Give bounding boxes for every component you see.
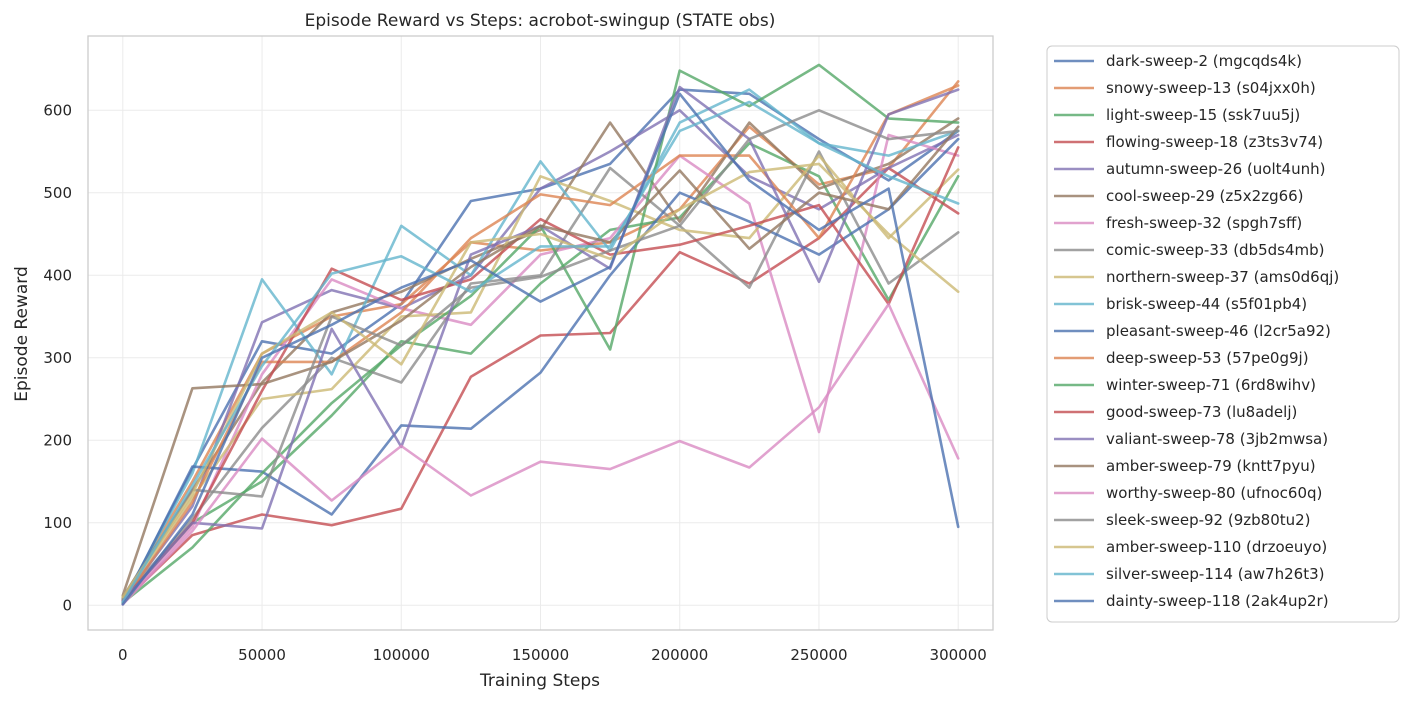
series-line	[121, 146, 960, 602]
legend-label: amber-sweep-79 (kntt7pyu)	[1106, 457, 1316, 475]
series-line	[121, 302, 960, 606]
x-tick-label: 50000	[238, 646, 286, 664]
y-tick-label: 600	[43, 101, 72, 119]
series-line	[121, 84, 960, 604]
y-tick-label: 400	[43, 266, 72, 284]
series-line	[121, 154, 960, 600]
legend: dark-sweep-2 (mgcqds4k) snowy-sweep-13 (s…	[1046, 45, 1400, 623]
y-tick-label: 500	[43, 184, 72, 202]
x-tick-label: 250000	[790, 646, 847, 664]
legend-label: snowy-sweep-13 (s04jxx0h)	[1106, 79, 1316, 97]
legend-label: deep-sweep-53 (57pe0g9j)	[1106, 349, 1309, 367]
legend-items: dark-sweep-2 (mgcqds4k) snowy-sweep-13 (s…	[1054, 52, 1339, 610]
legend-label: brisk-sweep-44 (s5f01pb4)	[1106, 295, 1307, 313]
x-tick-label: 200000	[651, 646, 708, 664]
legend-label: winter-sweep-71 (6rd8wihv)	[1106, 376, 1316, 394]
y-tick-label: 0	[62, 596, 72, 614]
x-tick-label: 300000	[930, 646, 987, 664]
legend-label: dainty-sweep-118 (2ak4up2r)	[1106, 592, 1329, 610]
legend-label: fresh-sweep-32 (spgh7sff)	[1106, 214, 1302, 232]
y-tick-label: 100	[43, 514, 72, 532]
chart-title: Episode Reward vs Steps: acrobot-swingup…	[305, 11, 776, 31]
legend-label: pleasant-sweep-46 (l2cr5a92)	[1106, 322, 1331, 340]
legend-label: flowing-sweep-18 (z3ts3v74)	[1106, 133, 1323, 151]
x-tick-label: 0	[118, 646, 128, 664]
series-line	[121, 109, 960, 600]
legend-label: cool-sweep-29 (z5x2zg66)	[1106, 187, 1304, 205]
series-line	[121, 133, 960, 605]
plot-frame	[87, 35, 994, 631]
legend-label: light-sweep-15 (ssk7uu5j)	[1106, 106, 1300, 124]
series-line	[121, 117, 960, 599]
series-line	[121, 142, 960, 603]
x-tick-label: 100000	[373, 646, 430, 664]
plot-lines	[121, 63, 960, 606]
legend-label: valiant-sweep-78 (3jb2mwsa)	[1106, 430, 1328, 448]
legend-label: comic-sweep-33 (db5ds4mb)	[1106, 241, 1325, 259]
x-axis-ticks: 0 50000 100000 150000 200000 250000 300000	[118, 646, 987, 664]
series-line	[121, 162, 960, 599]
series-line	[121, 92, 960, 606]
series-line	[121, 125, 960, 597]
x-tick-label: 150000	[512, 646, 569, 664]
legend-label: amber-sweep-110 (drzoeuyo)	[1106, 538, 1327, 556]
series-line	[121, 109, 960, 602]
series-line	[121, 150, 960, 601]
legend-label: dark-sweep-2 (mgcqds4k)	[1106, 52, 1302, 70]
x-axis-label: Training Steps	[479, 671, 600, 691]
legend-label: sleek-sweep-92 (9zb80tu2)	[1106, 511, 1311, 529]
legend-label: good-sweep-73 (lu8adelj)	[1106, 403, 1297, 421]
y-axis-label: Episode Reward	[12, 266, 32, 401]
series-line	[121, 100, 960, 604]
legend-label: northern-sweep-37 (ams0d6qj)	[1106, 268, 1339, 286]
legend-box	[1046, 45, 1400, 623]
legend-label: silver-sweep-114 (aw7h26t3)	[1106, 565, 1324, 583]
legend-label: autumn-sweep-26 (uolt4unh)	[1106, 160, 1325, 178]
y-axis-ticks: 0 100 200 300 400 500 600	[43, 101, 72, 614]
y-tick-label: 200	[43, 431, 72, 449]
legend-label: worthy-sweep-80 (ufnoc60q)	[1106, 484, 1322, 502]
y-tick-label: 300	[43, 349, 72, 367]
